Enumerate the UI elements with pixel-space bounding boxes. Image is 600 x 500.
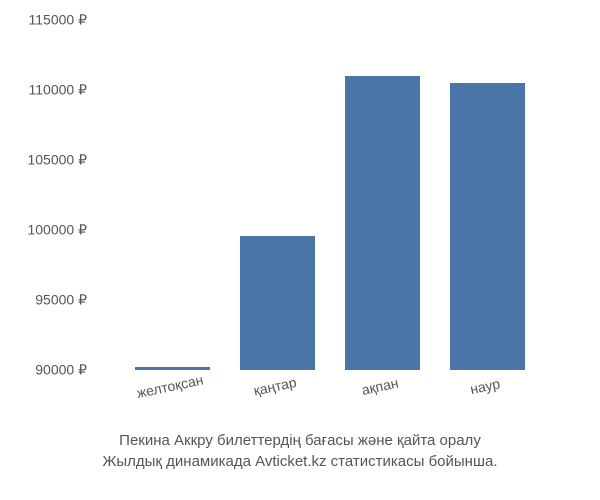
y-tick-label: 95000 ₽: [35, 292, 87, 309]
y-tick-label: 110000 ₽: [29, 82, 87, 99]
y-tick-label: 115000 ₽: [29, 12, 87, 29]
y-tick-label: 105000 ₽: [27, 152, 87, 169]
y-tick-label: 90000 ₽: [35, 362, 87, 379]
x-tick-label: ақпан: [342, 371, 424, 426]
caption-line-2: Жылдық динамикада Avticket.kz статистика…: [20, 451, 580, 472]
x-tick-label: желтоқсан: [132, 371, 214, 426]
y-tick-label: 100000 ₽: [27, 222, 87, 239]
bar: [240, 236, 315, 370]
x-axis-labels: желтоқсанқаңтарақпаннаур: [100, 378, 560, 418]
plot-area: [100, 20, 560, 370]
bars-area: [100, 20, 560, 370]
chart-container: 90000 ₽ 95000 ₽ 100000 ₽ 105000 ₽ 110000 ₽ 11…: [0, 0, 600, 500]
bar: [135, 367, 210, 370]
caption-line-1: Пекина Аккру билеттердің бағасы және қай…: [20, 430, 580, 451]
x-tick-label: наур: [447, 371, 529, 426]
bar: [450, 83, 525, 370]
chart-caption: Пекина Аккру билеттердің бағасы және қай…: [20, 430, 580, 472]
bar: [345, 76, 420, 370]
x-tick-label: қаңтар: [237, 371, 319, 426]
y-axis-labels: 90000 ₽95000 ₽100000 ₽105000 ₽110000 ₽11…: [0, 20, 95, 370]
